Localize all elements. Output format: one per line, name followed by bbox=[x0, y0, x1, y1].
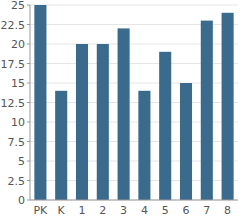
x-tick-label: K bbox=[58, 204, 66, 217]
y-tick-label: 7.5 bbox=[8, 136, 26, 149]
chart-container: 0 2.5 5 7.5 10 12.5 15 17.5 20 22.5 25 PK K12 3 4 5 67 8 bbox=[0, 0, 240, 220]
bar bbox=[34, 5, 46, 200]
grid-line bbox=[30, 5, 238, 6]
x-axis bbox=[30, 200, 238, 201]
x-tick-label: PK bbox=[33, 204, 48, 217]
y-tick-label: 12.5 bbox=[1, 97, 26, 110]
bars bbox=[34, 5, 233, 200]
x-tick-label: 6 bbox=[183, 204, 190, 217]
x-tick-label: 4 bbox=[141, 204, 148, 217]
bar bbox=[222, 13, 234, 200]
bar bbox=[138, 91, 150, 200]
bar bbox=[180, 83, 192, 200]
y-tick-label: 22.5 bbox=[1, 19, 26, 32]
grid-line bbox=[30, 200, 238, 201]
y-tick-label: 10 bbox=[11, 116, 25, 129]
x-tick-label: 1 bbox=[79, 204, 86, 217]
bar bbox=[118, 28, 130, 200]
bar bbox=[55, 91, 67, 200]
x-tick-label: 7 bbox=[203, 204, 210, 217]
bar bbox=[201, 21, 213, 200]
bar bbox=[159, 52, 171, 200]
x-tick-label: 2 bbox=[99, 204, 106, 217]
y-tick-label: 17.5 bbox=[1, 58, 26, 71]
y-tick-label: 2.5 bbox=[8, 175, 26, 188]
x-tick-label: 8 bbox=[224, 204, 231, 217]
bar bbox=[76, 44, 88, 200]
y-tick-label: 25 bbox=[11, 0, 25, 12]
bar bbox=[97, 44, 109, 200]
y-tick-label: 5 bbox=[18, 155, 25, 168]
chart: 0 2.5 5 7.5 10 12.5 15 17.5 20 22.5 25 PK K12 3 4 5 67 8 bbox=[0, 0, 240, 220]
y-tick-label: 0 bbox=[18, 194, 25, 207]
x-tick-label: 5 bbox=[162, 204, 169, 217]
y-tick-label: 20 bbox=[11, 38, 25, 51]
y-tick-label: 15 bbox=[11, 77, 25, 90]
x-tick-label: 3 bbox=[120, 204, 127, 217]
y-axis bbox=[30, 5, 31, 200]
